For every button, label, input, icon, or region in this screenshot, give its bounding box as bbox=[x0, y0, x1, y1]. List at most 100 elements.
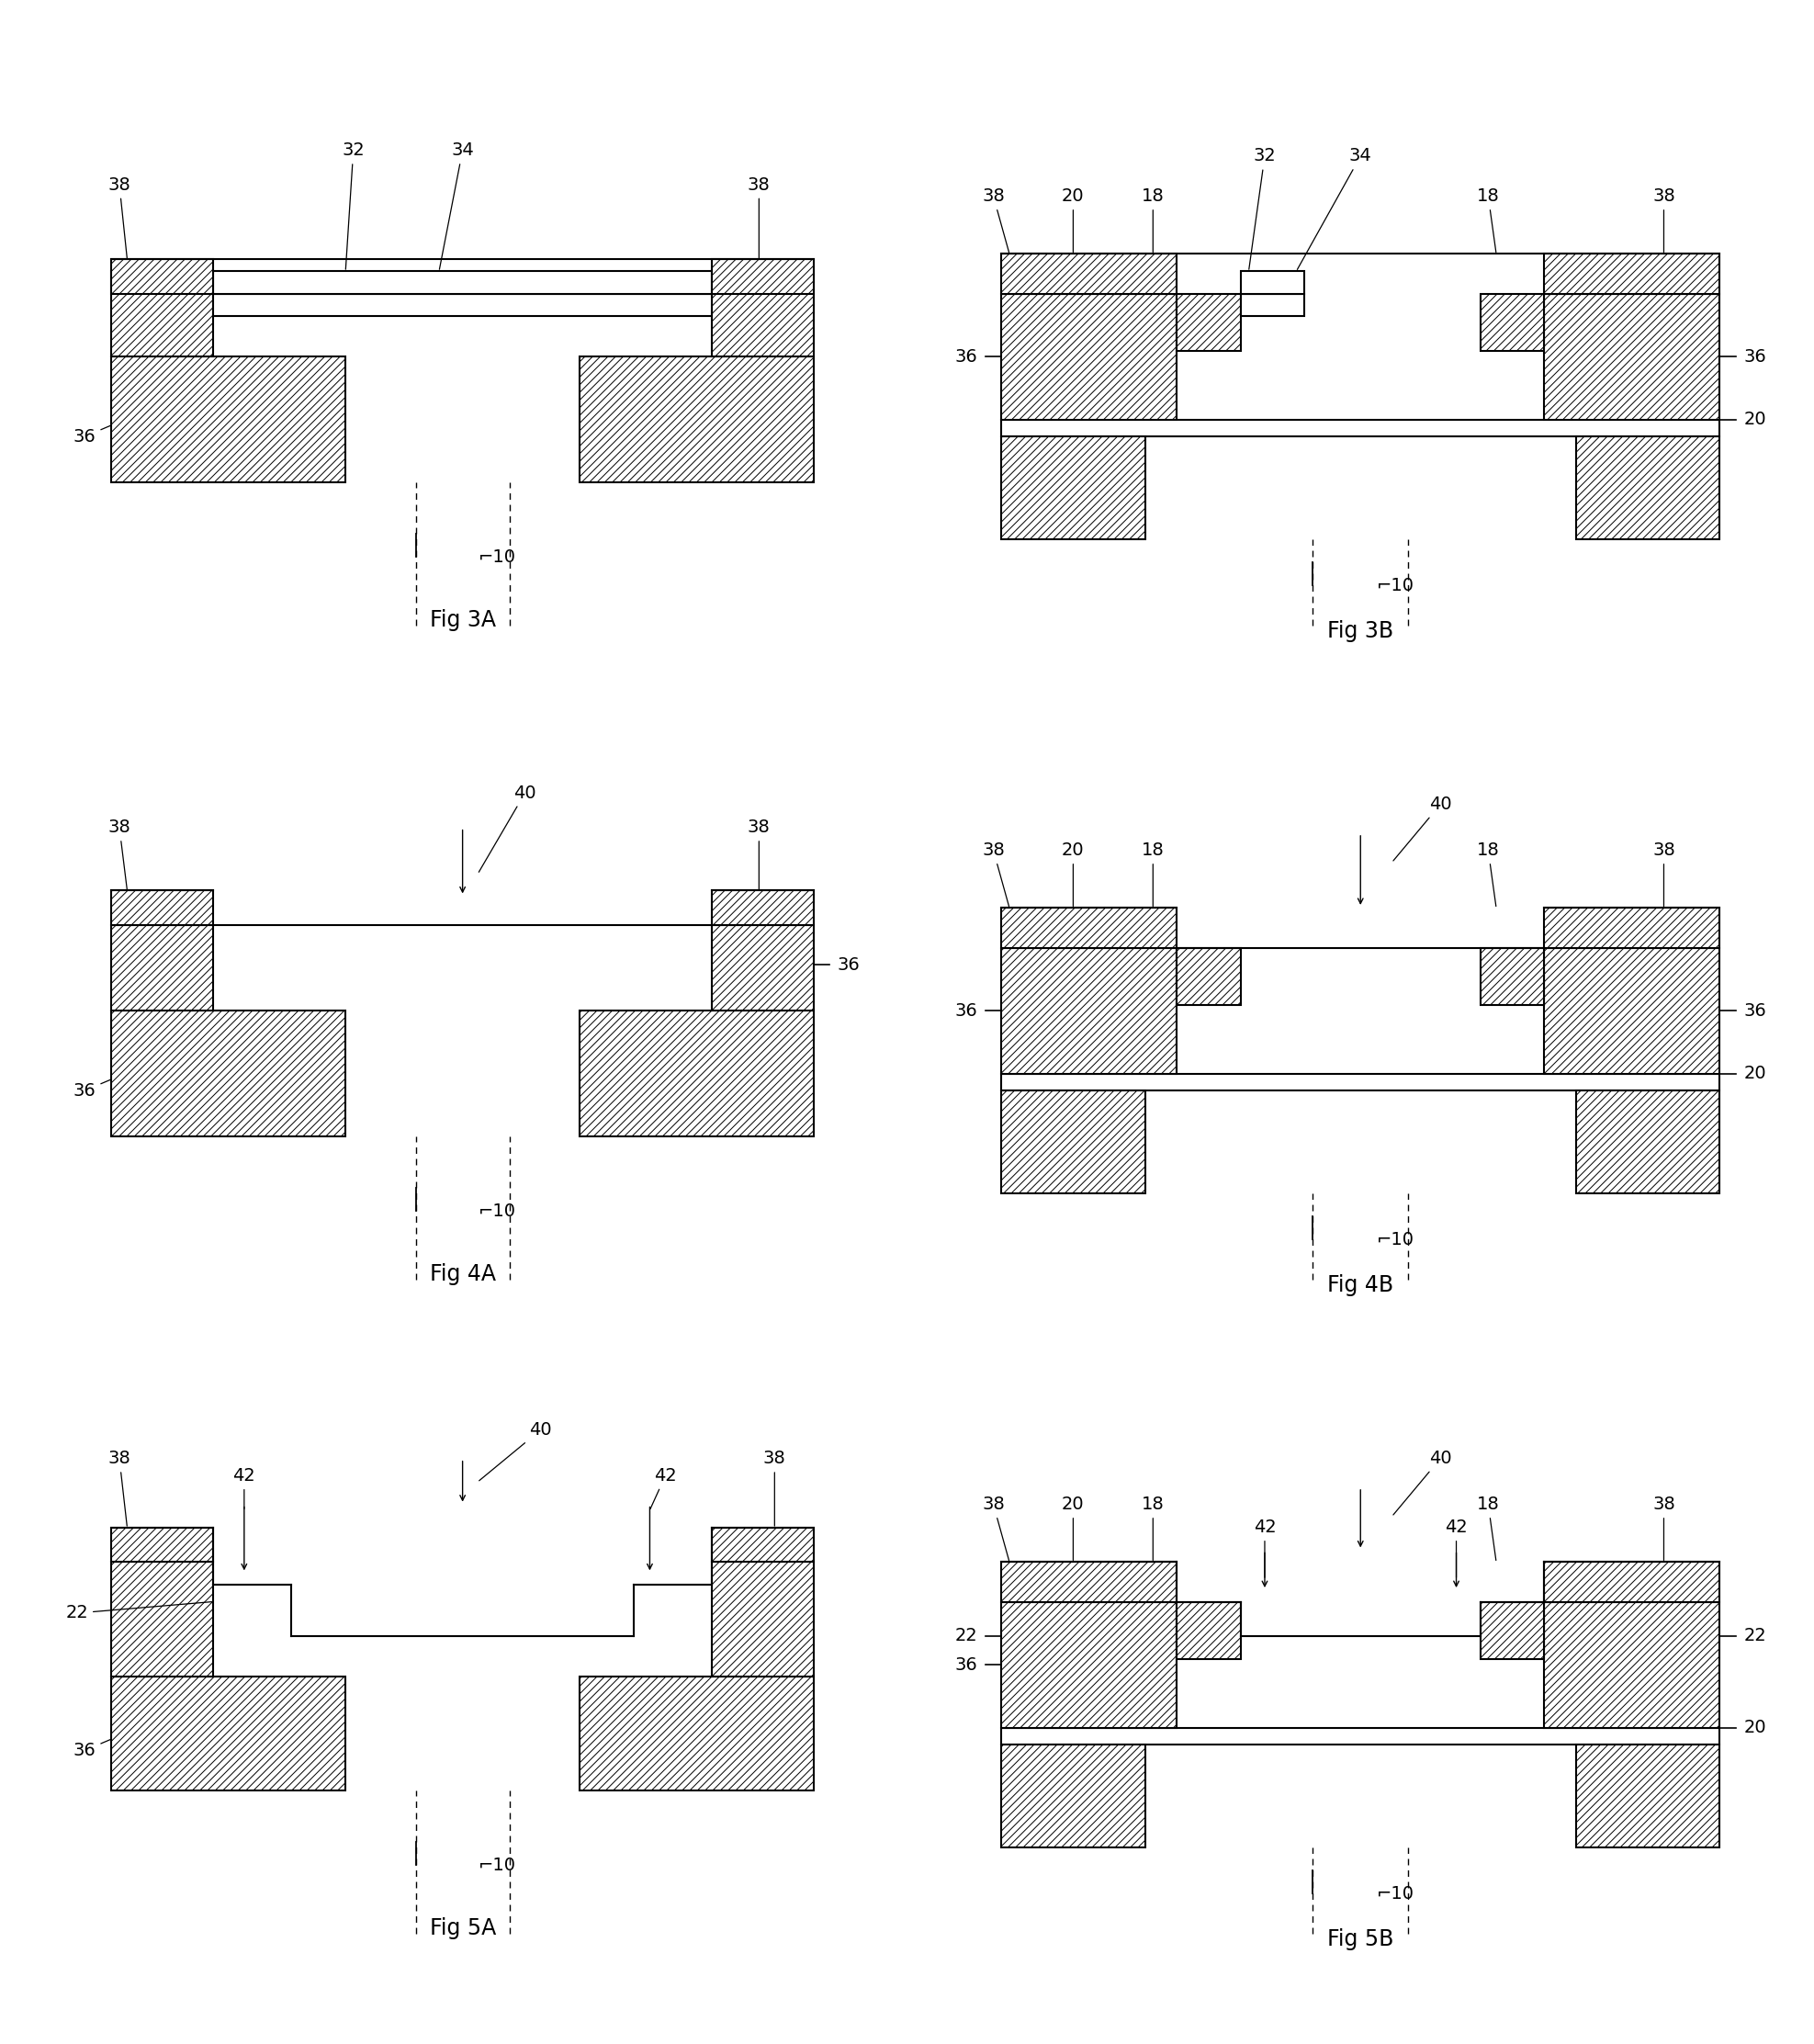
Bar bbox=[212, 294, 713, 317]
Text: 20: 20 bbox=[1743, 411, 1767, 427]
Bar bbox=[1177, 294, 1241, 352]
Bar bbox=[580, 1010, 813, 1136]
Text: 38: 38 bbox=[1653, 188, 1674, 251]
Bar bbox=[112, 356, 345, 482]
Bar bbox=[112, 891, 212, 924]
Text: 38: 38 bbox=[109, 1449, 131, 1527]
Text: 36: 36 bbox=[836, 957, 860, 973]
Bar bbox=[1001, 948, 1177, 1073]
Text: 36: 36 bbox=[954, 1656, 978, 1674]
Text: 22: 22 bbox=[65, 1602, 212, 1621]
Text: 42: 42 bbox=[1446, 1519, 1468, 1578]
Text: 38: 38 bbox=[981, 188, 1009, 251]
Bar bbox=[112, 1676, 345, 1791]
Text: 32: 32 bbox=[1248, 147, 1275, 270]
Text: 38: 38 bbox=[109, 176, 131, 258]
Text: 20: 20 bbox=[1061, 1496, 1085, 1560]
Bar bbox=[713, 1527, 814, 1562]
Bar bbox=[112, 260, 212, 294]
Bar bbox=[1576, 437, 1720, 540]
Text: 38: 38 bbox=[1653, 842, 1674, 905]
Text: ⌐10: ⌐10 bbox=[1377, 1885, 1415, 1903]
Text: 42: 42 bbox=[1253, 1519, 1275, 1578]
Bar bbox=[212, 270, 713, 294]
Bar bbox=[112, 924, 212, 1010]
Bar bbox=[580, 356, 813, 482]
Text: 20: 20 bbox=[1743, 1719, 1767, 1735]
Text: Fig 5B: Fig 5B bbox=[1328, 1927, 1393, 1950]
Text: 18: 18 bbox=[1141, 188, 1165, 251]
Bar bbox=[1001, 253, 1177, 294]
Bar bbox=[1544, 1562, 1720, 1602]
Text: ⌐10: ⌐10 bbox=[479, 1202, 515, 1220]
Text: 36: 36 bbox=[73, 1739, 111, 1760]
Text: ⌐10: ⌐10 bbox=[1377, 1230, 1415, 1249]
Text: ⌐10: ⌐10 bbox=[479, 548, 515, 566]
Text: 20: 20 bbox=[1061, 188, 1085, 251]
Bar bbox=[1001, 1746, 1145, 1848]
Text: 22: 22 bbox=[954, 1627, 978, 1645]
Text: 38: 38 bbox=[747, 176, 771, 258]
Bar bbox=[713, 924, 814, 1010]
Bar bbox=[1177, 948, 1241, 1006]
Text: 40: 40 bbox=[479, 1421, 551, 1480]
Text: 18: 18 bbox=[1141, 1496, 1165, 1560]
Bar bbox=[112, 1562, 212, 1676]
Bar bbox=[112, 270, 212, 356]
Bar bbox=[1241, 294, 1304, 317]
Text: 38: 38 bbox=[764, 1449, 785, 1527]
Text: 36: 36 bbox=[73, 1079, 111, 1100]
Bar bbox=[112, 1527, 212, 1562]
Text: 18: 18 bbox=[1477, 842, 1500, 905]
Text: 42: 42 bbox=[232, 1468, 256, 1508]
Text: 20: 20 bbox=[1061, 842, 1085, 905]
Bar bbox=[1177, 1602, 1241, 1660]
Text: 40: 40 bbox=[479, 785, 537, 873]
Bar bbox=[713, 260, 814, 294]
Text: 40: 40 bbox=[1393, 1449, 1451, 1515]
Text: 38: 38 bbox=[1653, 1496, 1674, 1560]
Bar bbox=[713, 1562, 814, 1676]
Bar bbox=[1001, 1073, 1720, 1091]
Text: 20: 20 bbox=[1743, 1065, 1767, 1081]
Bar bbox=[1001, 908, 1177, 948]
Bar bbox=[1001, 1727, 1720, 1746]
Text: 38: 38 bbox=[981, 1496, 1009, 1560]
Bar bbox=[1480, 948, 1544, 1006]
Text: 42: 42 bbox=[649, 1468, 677, 1508]
Bar bbox=[1241, 270, 1304, 294]
Text: 36: 36 bbox=[1743, 347, 1767, 366]
Text: 38: 38 bbox=[109, 820, 131, 889]
Bar bbox=[1576, 1746, 1720, 1848]
Text: 40: 40 bbox=[1393, 795, 1451, 861]
Text: ⌐10: ⌐10 bbox=[1377, 576, 1415, 595]
Text: 36: 36 bbox=[954, 347, 978, 366]
Bar bbox=[1544, 253, 1720, 294]
Bar bbox=[580, 1676, 813, 1791]
Text: Fig 4A: Fig 4A bbox=[430, 1263, 495, 1286]
Bar bbox=[1001, 294, 1177, 419]
Bar bbox=[1544, 908, 1720, 948]
Text: Fig 3A: Fig 3A bbox=[430, 609, 495, 632]
Text: 36: 36 bbox=[1743, 1002, 1767, 1020]
Text: 36: 36 bbox=[954, 1002, 978, 1020]
Text: 32: 32 bbox=[343, 141, 365, 270]
Text: 38: 38 bbox=[981, 842, 1009, 905]
Bar bbox=[1001, 1091, 1145, 1194]
Text: 34: 34 bbox=[1297, 147, 1371, 270]
Bar bbox=[1576, 1091, 1720, 1194]
Bar bbox=[1001, 1562, 1177, 1602]
Text: 38: 38 bbox=[747, 820, 771, 889]
Bar bbox=[112, 1010, 345, 1136]
Text: 18: 18 bbox=[1141, 842, 1165, 905]
Text: 34: 34 bbox=[439, 141, 473, 270]
Bar bbox=[1480, 1602, 1544, 1660]
Bar bbox=[1001, 419, 1720, 437]
Bar bbox=[713, 270, 814, 356]
Text: Fig 5A: Fig 5A bbox=[430, 1917, 495, 1940]
Bar bbox=[1544, 948, 1720, 1073]
Text: Fig 4B: Fig 4B bbox=[1328, 1273, 1393, 1296]
Bar bbox=[1001, 437, 1145, 540]
Bar bbox=[1480, 294, 1544, 352]
Text: ⌐10: ⌐10 bbox=[479, 1856, 515, 1874]
